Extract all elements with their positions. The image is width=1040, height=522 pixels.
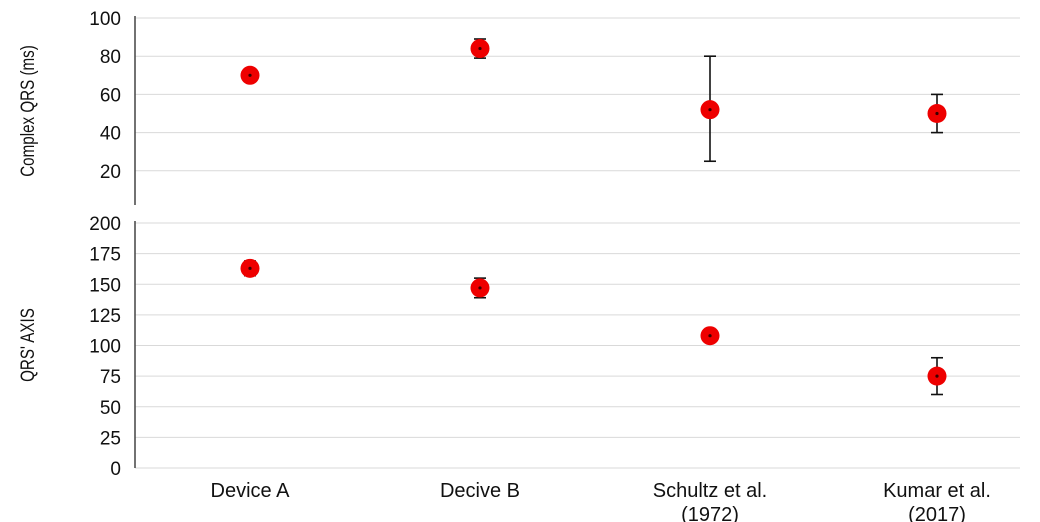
data-point-center bbox=[708, 108, 712, 112]
data-point-center bbox=[248, 266, 252, 270]
y-axis-title: QRS' AXIS bbox=[16, 308, 38, 382]
x-axis-labels: Device A Decive B Schultz et al. (1972) Kuma… bbox=[211, 480, 991, 522]
x-category-label: Decive B bbox=[440, 480, 520, 502]
y-tick-label: 20 bbox=[100, 162, 121, 183]
y-tick-label: 40 bbox=[100, 124, 121, 145]
x-category-label: (1972) bbox=[681, 504, 739, 522]
y-tick-label: 175 bbox=[89, 245, 121, 266]
top-panel-qrs-duration: 20 40 60 80 100 Complex QRS (ms) bbox=[16, 9, 1020, 205]
y-tick-label: 100 bbox=[89, 9, 121, 30]
data-point-center bbox=[935, 374, 939, 378]
y-tick-label: 80 bbox=[100, 47, 121, 68]
y-tick-label: 50 bbox=[100, 398, 121, 419]
x-category-label: Kumar et al. bbox=[883, 480, 991, 502]
data-point-center bbox=[935, 111, 939, 116]
data-point-center bbox=[478, 46, 482, 51]
y-tick-label: 100 bbox=[89, 337, 121, 358]
y-tick-label: 150 bbox=[89, 275, 121, 296]
data-point-center bbox=[708, 334, 712, 338]
y-tick-label: 0 bbox=[110, 459, 121, 480]
x-category-label: (2017) bbox=[908, 504, 966, 522]
y-tick-label: 125 bbox=[89, 306, 121, 327]
y-axis-title: Complex QRS (ms) bbox=[16, 45, 38, 177]
data-point-center bbox=[478, 286, 482, 290]
x-category-label: Schultz et al. bbox=[653, 480, 768, 502]
y-tick-label: 25 bbox=[100, 428, 121, 449]
data-point-center bbox=[248, 73, 252, 77]
y-tick-label: 200 bbox=[89, 214, 121, 235]
y-tick-label: 75 bbox=[100, 367, 121, 388]
y-tick-label: 60 bbox=[100, 85, 121, 106]
bottom-panel-qrs-axis: 0 25 50 75 100 125 150 175 200 QRS' AXIS bbox=[16, 214, 1020, 480]
x-category-label: Device A bbox=[211, 480, 291, 502]
